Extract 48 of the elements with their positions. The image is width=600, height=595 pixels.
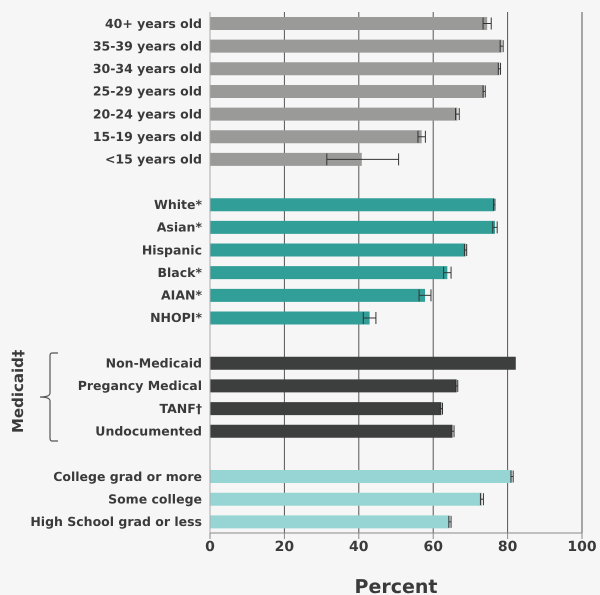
bar xyxy=(210,492,482,506)
bar xyxy=(210,62,500,76)
bar xyxy=(210,266,448,280)
bar xyxy=(210,288,426,302)
y-tick-label: Pregancy Medical xyxy=(78,378,202,394)
x-tick-label: 0 xyxy=(205,538,216,555)
x-axis-title: Percent xyxy=(354,576,438,595)
bar xyxy=(210,515,450,528)
y-tick-label: 40+ years old xyxy=(104,16,202,31)
y-tick-label: White* xyxy=(154,196,202,212)
y-tick-label: <15 years old xyxy=(104,152,202,167)
y-tick-label: NHOPI* xyxy=(150,310,202,326)
bar xyxy=(210,356,516,370)
bar xyxy=(210,470,512,484)
x-tick-label: 20 xyxy=(274,538,294,555)
text: Medicaid‡ xyxy=(9,350,27,433)
y-tick-label: Asian* xyxy=(156,220,202,235)
x-tick-label: 40 xyxy=(349,538,369,555)
bar xyxy=(210,379,457,392)
bar xyxy=(210,402,442,416)
bar xyxy=(210,311,370,324)
y-tick-label: High School grad or less xyxy=(30,514,202,530)
y-tick-label: College grad or more xyxy=(53,468,202,484)
y-tick-label: 15-19 years old xyxy=(92,129,202,144)
y-tick-label: Black* xyxy=(157,264,202,280)
y-tick-label: 30-34 years old xyxy=(92,61,202,76)
x-tick-label: 100 xyxy=(567,538,597,555)
bar xyxy=(210,17,488,30)
bar xyxy=(210,84,484,98)
y-tick-label: Undocumented xyxy=(95,424,202,439)
bar xyxy=(210,108,458,121)
y-tick-label: Non-Medicaid xyxy=(106,356,202,371)
bar xyxy=(210,220,495,234)
y-tick-label: 35-39 years old xyxy=(92,38,202,54)
bar xyxy=(210,40,502,53)
y-tick-label: Some college xyxy=(108,491,202,506)
y-tick-label: TANF† xyxy=(160,400,202,416)
bar xyxy=(210,152,362,166)
y-tick-label: AIAN* xyxy=(161,288,202,303)
bar xyxy=(210,198,494,212)
bar xyxy=(210,130,422,144)
x-tick-label: 60 xyxy=(423,538,444,555)
bar xyxy=(210,424,453,438)
x-tick-label: 80 xyxy=(498,538,518,555)
y-tick-label: Hispanic xyxy=(142,242,202,258)
y-tick-label: 20-24 years old xyxy=(92,106,202,122)
bar xyxy=(210,244,466,257)
y-tick-label: 25-29 years old xyxy=(92,84,202,99)
